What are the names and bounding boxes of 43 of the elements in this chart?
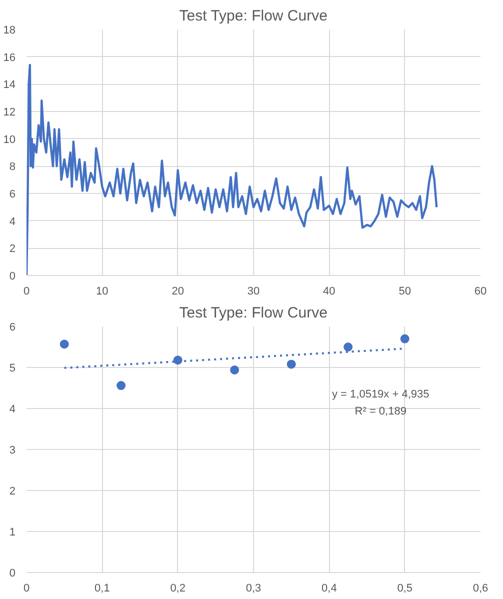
y-tick-label: 2: [9, 243, 16, 256]
y-tick-label: 12: [3, 106, 16, 118]
x-tick-label: 60: [474, 286, 487, 298]
annotation: R² = 0,189: [354, 406, 406, 418]
y-tick-label: 4: [9, 216, 16, 228]
point: [173, 356, 182, 365]
y-tick-label: 18: [3, 24, 16, 36]
point: [60, 340, 69, 349]
x-tick-label: 0,6: [472, 582, 488, 594]
annotation: y = 1,0519x + 4,935: [332, 388, 430, 400]
point: [344, 342, 353, 352]
x-tick-label: 0,5: [397, 582, 412, 594]
x-tick-label: 50: [398, 286, 411, 298]
chart-title: Test Type: Flow Curve: [179, 8, 328, 24]
chart-title: Test Type: Flow Curve: [179, 304, 328, 322]
x-tick-label: 0,1: [94, 582, 110, 594]
y-tick-label: 0: [9, 568, 16, 580]
y-tick-label: 1: [9, 526, 16, 538]
y-tick-label: 3: [9, 444, 16, 456]
point: [230, 365, 240, 374]
x-tick-label: 0: [23, 582, 30, 594]
point: [116, 381, 126, 390]
y-tick-label: 6: [9, 322, 16, 334]
point: [286, 360, 296, 369]
x-tick-label: 0,2: [170, 582, 186, 594]
point: [400, 334, 410, 344]
x-tick-label: 10: [96, 286, 108, 298]
y-tick-label: 14: [3, 79, 16, 92]
y-tick-label: 5: [9, 362, 16, 374]
y-tick-label: 6: [9, 188, 16, 200]
y-tick-label: 8: [9, 161, 16, 174]
y-tick-label: 0: [9, 270, 16, 282]
y-tick-label: 10: [3, 134, 16, 146]
y-tick-label: 2: [9, 486, 16, 498]
x-tick-label: 0: [23, 286, 30, 298]
x-tick-label: 20: [172, 286, 184, 298]
x-tick-label: 0,4: [322, 582, 337, 594]
x-tick-label: 40: [323, 286, 336, 298]
line-series: [26, 64, 438, 276]
x-tick-label: 30: [247, 286, 260, 298]
y-tick-label: 16: [3, 52, 16, 64]
y-tick-label: 4: [9, 404, 16, 416]
x-tick-label: 0,3: [246, 582, 262, 594]
